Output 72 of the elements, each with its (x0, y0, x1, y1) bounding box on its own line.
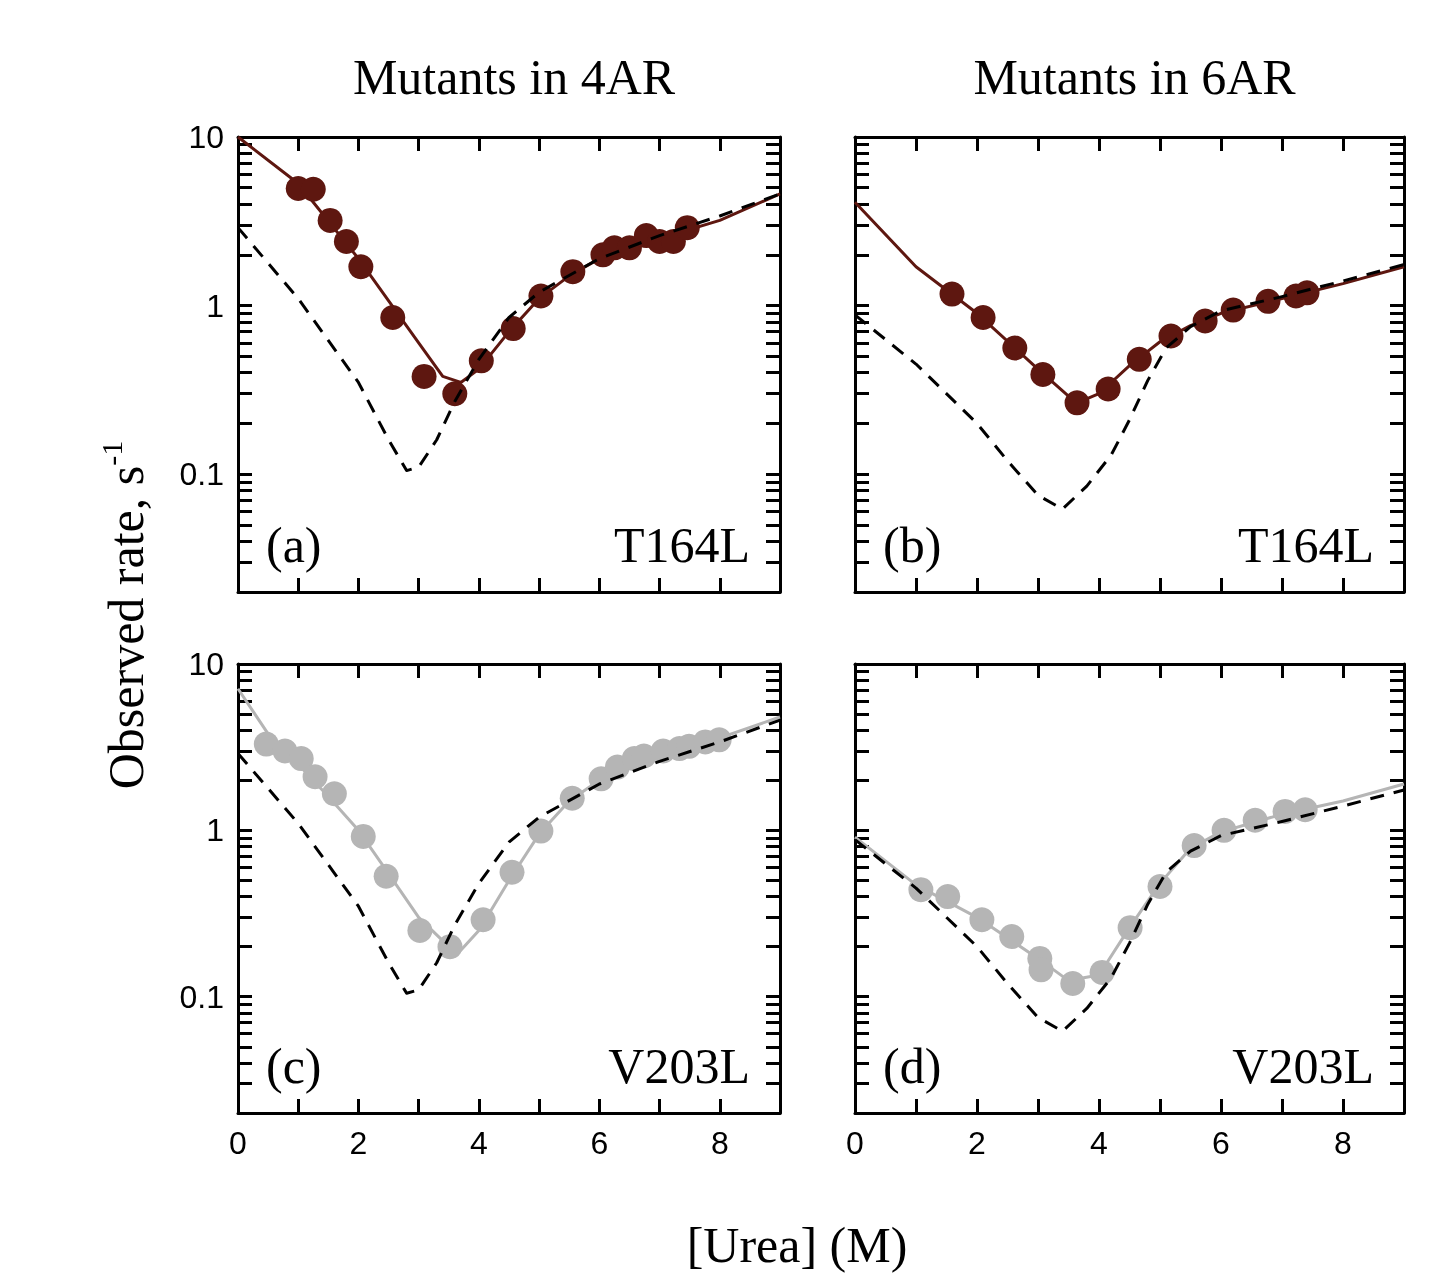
point (528, 283, 554, 309)
point (1030, 362, 1056, 388)
y-tick-label: 10 (188, 646, 224, 682)
point (350, 823, 376, 849)
point (302, 764, 328, 790)
point (333, 228, 359, 254)
point (908, 877, 934, 903)
annotation: V203L (1232, 1038, 1375, 1094)
point (560, 259, 586, 285)
annotation: T164L (613, 517, 751, 573)
point (1292, 797, 1318, 823)
point (1255, 288, 1281, 314)
point (407, 918, 433, 944)
point (1181, 833, 1207, 859)
point (380, 304, 406, 330)
point (1147, 873, 1173, 899)
x-tick-label: 8 (710, 1125, 729, 1161)
point (999, 924, 1025, 950)
x-tick-label: 6 (590, 1125, 609, 1161)
chart-title: Mutants in 4AR (352, 49, 676, 105)
x-tick-label: 0 (229, 1125, 247, 1161)
point (1089, 959, 1115, 985)
y-tick-label: 10 (188, 119, 224, 155)
annotation: (c) (266, 1038, 322, 1094)
x-tick-label: 4 (469, 1125, 488, 1161)
annotation: (a) (266, 517, 322, 573)
annotation: T164L (1237, 517, 1375, 573)
point (1064, 390, 1090, 416)
point (1060, 971, 1086, 997)
x-tick-label: 6 (1212, 1125, 1230, 1161)
x-tick-label: 2 (968, 1125, 986, 1161)
x-tick-label: 0 (846, 1125, 864, 1161)
point (348, 254, 374, 280)
point (969, 907, 995, 933)
annotation: V203L (608, 1038, 751, 1094)
point (1002, 335, 1028, 361)
x-tick-label: 4 (1090, 1125, 1108, 1161)
point (674, 215, 700, 241)
y-tick-label: 0.1 (179, 978, 224, 1015)
point (288, 746, 314, 772)
point (935, 884, 961, 910)
point (442, 381, 468, 407)
x-tick-label: 8 (1334, 1125, 1352, 1161)
point (411, 363, 437, 389)
y-tick-label: 0.1 (179, 456, 224, 493)
annotation: (d) (883, 1038, 942, 1094)
point (528, 818, 554, 844)
y-tick-label: 1 (206, 287, 224, 324)
point (437, 934, 463, 960)
chart-title: Mutants in 6AR (973, 49, 1297, 105)
y-tick-label: 1 (206, 812, 224, 849)
point (468, 348, 494, 374)
point (1211, 817, 1237, 843)
point (1158, 323, 1184, 349)
point (321, 781, 347, 807)
point (970, 304, 996, 330)
point (1220, 297, 1246, 323)
point (470, 907, 496, 933)
point (939, 281, 965, 307)
point (559, 785, 585, 811)
annotation: (b) (883, 517, 942, 573)
point (500, 316, 526, 342)
point (1126, 346, 1152, 372)
point (1117, 915, 1143, 941)
point (1192, 308, 1218, 334)
point (1242, 807, 1268, 833)
point (373, 863, 399, 889)
x-axis-title: [Urea] (M) (686, 1216, 908, 1274)
x-tick-label: 2 (349, 1125, 368, 1161)
point (499, 859, 525, 885)
point (1095, 376, 1121, 402)
point (317, 207, 343, 233)
